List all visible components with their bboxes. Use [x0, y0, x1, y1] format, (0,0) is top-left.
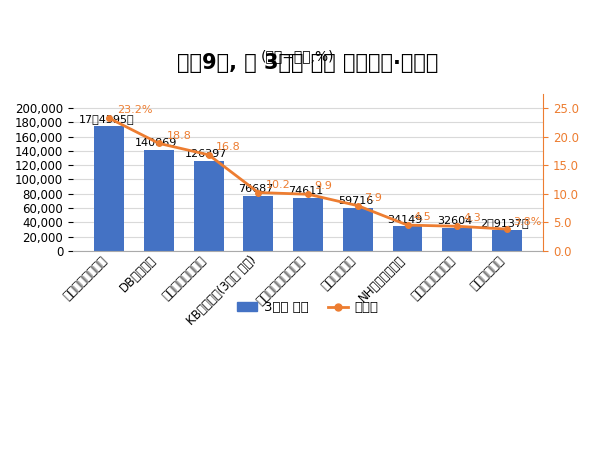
Bar	[293, 197, 323, 251]
Bar	[393, 227, 422, 251]
점유율	[305, 191, 312, 197]
Text: 76687: 76687	[238, 184, 274, 194]
점유율	[156, 140, 163, 146]
Text: 7.9: 7.9	[364, 193, 382, 203]
Text: (단위=억원,%): (단위=억원,%)	[260, 49, 334, 64]
점유율	[404, 222, 411, 228]
점유율	[205, 152, 212, 158]
Text: 10.2: 10.2	[266, 180, 290, 190]
Title: 손보9사, 올 3분기 누적 매출금액·점유율: 손보9사, 올 3분기 누적 매출금액·점유율	[178, 53, 439, 73]
점유율	[504, 226, 511, 232]
Text: 34149: 34149	[387, 215, 423, 225]
Text: 3.8%: 3.8%	[513, 218, 541, 227]
Text: 9.9: 9.9	[314, 181, 332, 191]
Text: 32604: 32604	[437, 216, 472, 226]
Bar	[94, 126, 124, 251]
Text: 59716: 59716	[338, 196, 373, 206]
Text: 126397: 126397	[185, 149, 228, 159]
점유율	[454, 223, 461, 229]
Bar	[343, 208, 373, 251]
Text: 17조4395억: 17조4395억	[79, 114, 135, 124]
Bar	[492, 230, 522, 251]
Bar	[443, 227, 472, 251]
Text: 2조9137억: 2조9137억	[480, 218, 529, 228]
Legend: 3분기 매출, 점유율: 3분기 매출, 점유율	[232, 296, 384, 320]
Text: 18.8: 18.8	[166, 130, 191, 140]
점유율	[106, 115, 113, 121]
Text: 140869: 140869	[135, 138, 178, 148]
Text: 23.2%: 23.2%	[117, 106, 152, 115]
Text: 74611: 74611	[288, 186, 323, 196]
Line: 점유율: 점유율	[106, 115, 510, 232]
Text: 4.5: 4.5	[413, 212, 431, 222]
점유율	[354, 203, 361, 209]
Text: 16.8: 16.8	[216, 142, 241, 152]
Bar	[194, 161, 223, 251]
Text: 4.3: 4.3	[463, 213, 481, 223]
Bar	[244, 196, 273, 251]
Bar	[144, 150, 174, 251]
점유율	[255, 190, 262, 195]
